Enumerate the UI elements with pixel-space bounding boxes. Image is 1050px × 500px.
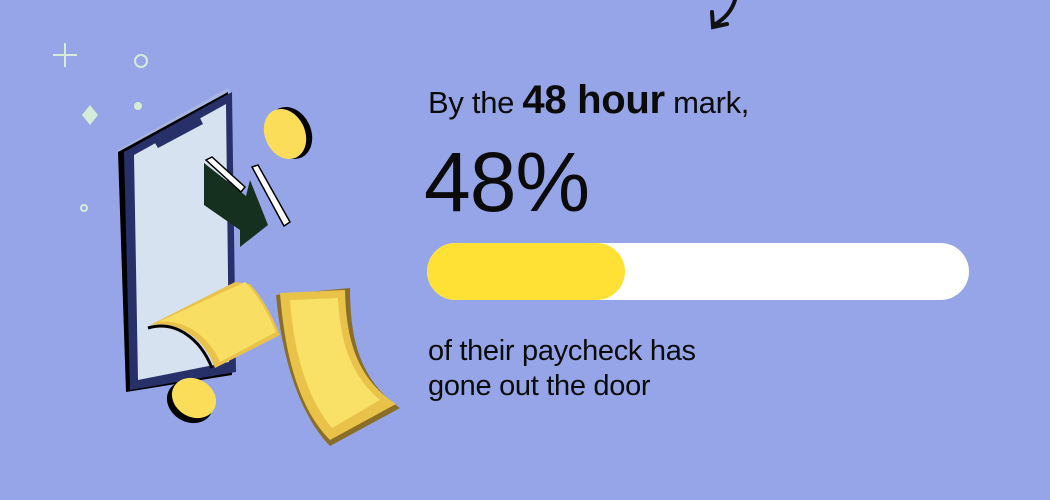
progress-bar-fill [427, 243, 625, 300]
pointer-arrow-icon [710, 0, 737, 30]
subtext-line-2: gone out the door [428, 370, 651, 402]
headline-prefix: By the [428, 85, 515, 120]
banknote-icon [147, 282, 400, 446]
headline-emphasis: 48 hour [522, 78, 665, 122]
stat-value: 48% [424, 135, 590, 229]
coin-icon [166, 106, 313, 424]
sparkle-decorations [53, 43, 148, 212]
progress-bar [427, 243, 969, 300]
headline: By the 48 hour mark, [428, 78, 749, 123]
subtext: of their paycheck has gone out the door [428, 334, 788, 404]
headline-suffix: mark, [673, 85, 750, 120]
download-arrow-icon [204, 156, 291, 247]
subtext-line-1: of their paycheck has [428, 335, 696, 367]
